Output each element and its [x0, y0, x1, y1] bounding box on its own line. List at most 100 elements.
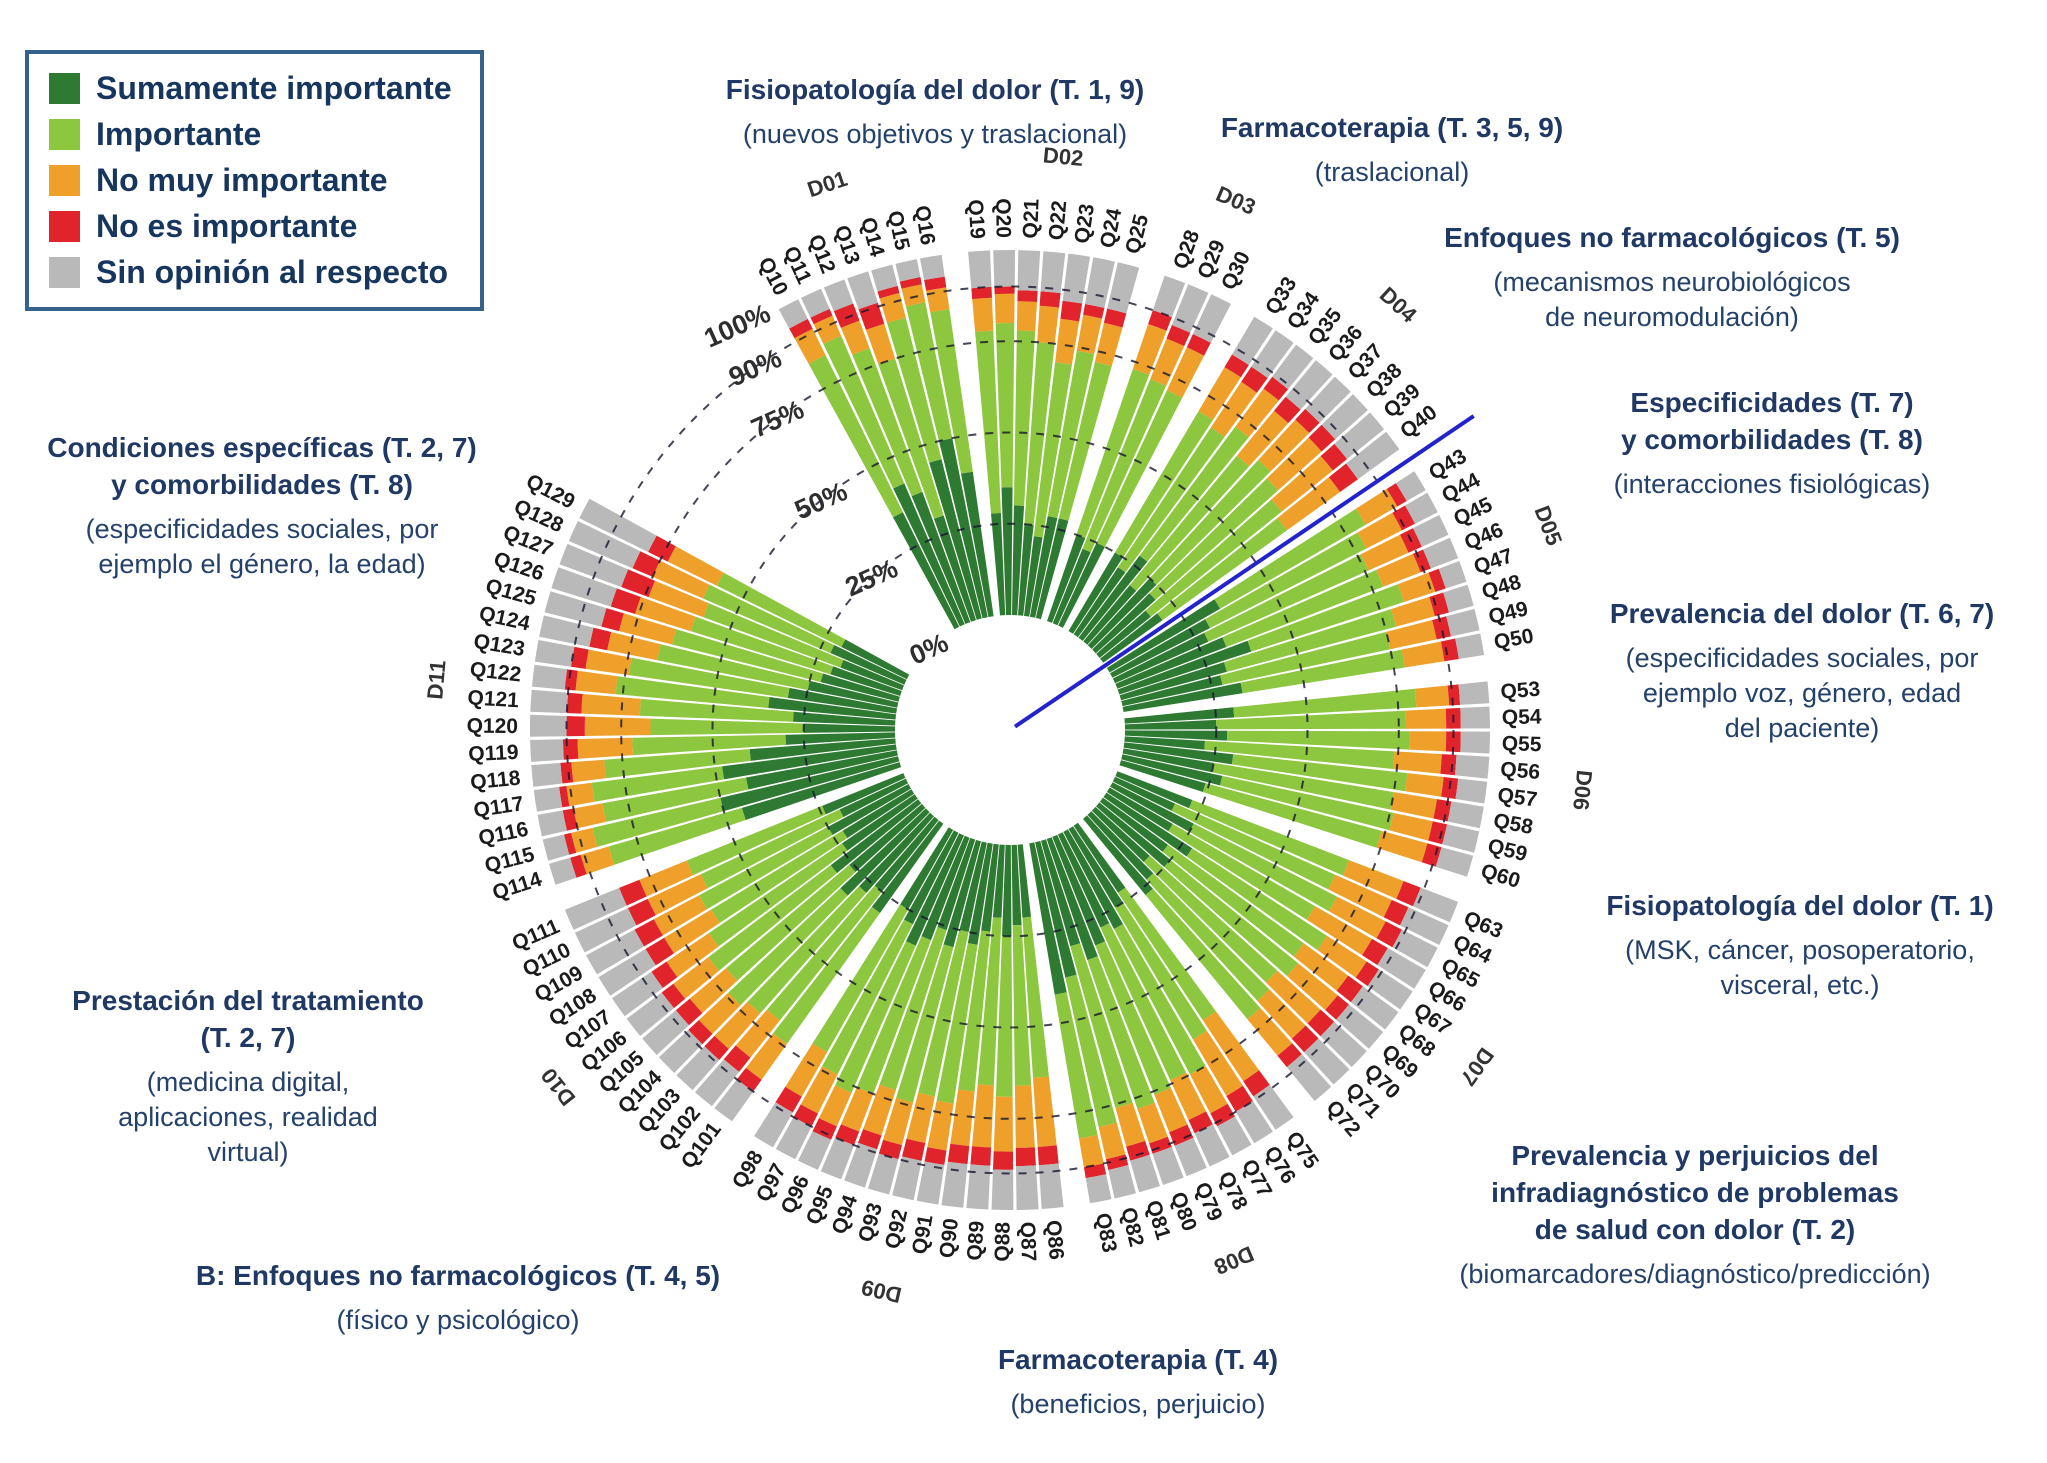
bar-segment-Q76	[1235, 1101, 1273, 1144]
annotation-subtitle-line: (mecanismos neurobiológicos	[1493, 266, 1851, 297]
bar-segment-Q64	[1383, 899, 1409, 926]
bar-segment-Q33	[1115, 411, 1213, 558]
bar-segment-Q126	[635, 597, 696, 632]
legend-label: No es importante	[96, 208, 358, 244]
bar-segment-Q50	[1455, 633, 1485, 659]
bar-segment-Q106	[661, 983, 686, 1009]
bar-segment-Q109	[653, 895, 707, 936]
bar-segment-Q76	[1193, 1030, 1243, 1097]
bar-segment-Q109	[827, 784, 911, 835]
bar-segment-Q71	[1291, 1025, 1319, 1053]
bar-segment-Q23	[1033, 362, 1072, 538]
annotation-subtitle-line: ejemplo voz, género, edad	[1642, 678, 1962, 709]
bar-segment-Q33	[1198, 367, 1241, 420]
question-label-Q122: Q122	[469, 658, 523, 687]
bar-segment-Q25	[1103, 308, 1127, 328]
bar-segment-Q11	[810, 308, 833, 325]
question-label-Q120: Q120	[467, 715, 519, 738]
bar-segment-Q21	[1016, 301, 1037, 332]
bar-segment-Q12	[840, 320, 870, 355]
bar-segment-Q68	[1099, 797, 1168, 852]
bar-segment-Q94	[863, 1084, 896, 1136]
bar-segment-Q106	[626, 992, 674, 1036]
bar-segment-Q10	[893, 512, 960, 630]
bar-segment-Q49	[1220, 631, 1391, 685]
bar-segment-Q56	[1440, 754, 1457, 776]
bar-segment-Q35	[1272, 344, 1314, 390]
domain-label-D09: D09	[859, 1275, 904, 1308]
bar-segment-Q111	[564, 887, 627, 930]
bar-segment-Q24	[1076, 314, 1102, 355]
bar-segment-Q105	[675, 998, 703, 1026]
bar-segment-Q57	[1455, 778, 1488, 804]
legend-item-sumamente-importante: Sumamente importante	[49, 70, 452, 107]
bar-segment-Q77	[1114, 924, 1206, 1075]
bar-segment-Q128	[568, 521, 641, 569]
bar-segment-Q104	[728, 888, 848, 1006]
question-label-Q117: Q117	[472, 792, 525, 822]
bar-segment-Q50	[1440, 638, 1459, 662]
bar-segment-Q86	[1037, 1145, 1059, 1166]
bar-segment-Q34	[1241, 366, 1268, 393]
bar-segment-Q58	[1122, 748, 1214, 773]
annotation-title-line: infradiagnóstico de problemas	[1491, 1176, 1899, 1208]
bar-segment-Q23	[1055, 318, 1080, 365]
bar-segment-Q108	[645, 937, 675, 966]
bar-segment-Q127	[559, 543, 629, 587]
bar-segment-Q24	[1047, 350, 1095, 518]
annotation-title-line: Farmacoterapia (T. 4)	[997, 1344, 1279, 1375]
legend-swatch-sumamente-importante	[49, 73, 80, 104]
bar-segment-Q90	[947, 1143, 970, 1165]
bar-segment-Q20	[995, 322, 1015, 488]
bar-segment-Q71	[1087, 811, 1154, 880]
domain-label-D08: D08	[1211, 1241, 1258, 1280]
bar-segment-Q125	[820, 673, 900, 702]
bar-segment-Q72	[1286, 1054, 1332, 1101]
bar-segment-Q72	[1083, 815, 1153, 895]
bar-segment-Q68	[1350, 986, 1399, 1030]
bar-segment-Q37	[1295, 408, 1320, 433]
bar-segment-Q23	[1024, 536, 1043, 617]
bar-segment-Q102	[766, 885, 882, 1021]
bar-segment-Q11	[823, 335, 905, 489]
bar-segment-Q49	[1446, 608, 1480, 637]
bar-segment-Q14	[877, 285, 900, 299]
domain-label-D02: D02	[1042, 142, 1084, 171]
bar-segment-Q50	[1240, 649, 1405, 694]
bar-segment-Q19	[968, 250, 992, 289]
annotation-enfoques-no-farmacologicos-t5: Enfoques no farmacológicos (T. 5) (mecani…	[1392, 220, 1952, 335]
bar-segment-Q96	[812, 1118, 837, 1140]
bar-segment-Q47	[1247, 584, 1404, 652]
bar-segment-Q103	[747, 886, 867, 1014]
bar-segment-Q108	[598, 949, 656, 996]
bar-segment-Q40	[1157, 518, 1287, 621]
bar-segment-Q55	[1409, 731, 1447, 752]
bar-segment-Q13	[858, 302, 885, 330]
bar-segment-Q116	[602, 777, 749, 822]
bar-segment-Q116	[573, 803, 606, 829]
bar-segment-Q76	[1115, 902, 1207, 1040]
bar-segment-Q124	[657, 644, 810, 690]
question-label-Q20: Q20	[991, 198, 1014, 238]
bar-segment-Q118	[571, 759, 606, 783]
annotation-subtitle-line: virtual)	[207, 1137, 289, 1168]
bar-segment-Q63	[1115, 771, 1193, 809]
question-label-Q88: Q88	[991, 1221, 1015, 1261]
annotation-title-line: Farmacoterapia (T. 3, 5, 9)	[1220, 112, 1564, 143]
bar-segment-Q125	[544, 591, 607, 627]
bar-segment-Q39	[1271, 456, 1333, 512]
domain-label-D10: D10	[536, 1063, 581, 1110]
bar-segment-Q12	[911, 491, 971, 624]
bar-segment-Q39	[1145, 499, 1282, 617]
bar-segment-Q114	[549, 857, 577, 885]
annotation-title-line: Condiciones específicas (T. 2, 7)	[47, 432, 477, 463]
bar-segment-Q70	[1307, 1009, 1335, 1037]
bar-segment-Q109	[699, 826, 833, 910]
bar-segment-Q16	[920, 254, 945, 280]
legend-swatch-sin-opinion	[49, 257, 80, 288]
bar-segment-Q114	[741, 762, 902, 820]
domain-label-D07: D07	[1455, 1043, 1499, 1090]
bar-segment-Q109	[634, 919, 663, 947]
bar-segment-Q36	[1129, 455, 1250, 591]
bar-segment-Q15	[895, 259, 921, 282]
